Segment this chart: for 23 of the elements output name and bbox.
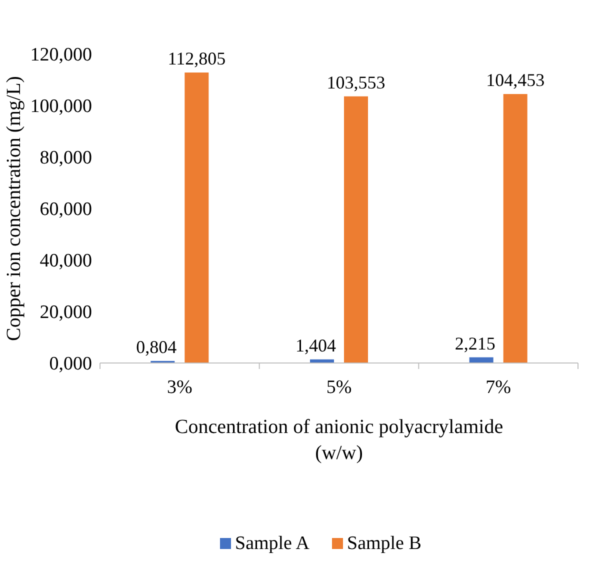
data-label: 1,404 [296,335,336,356]
data-label: 104,453 [486,70,545,90]
legend-label: Sample A [235,533,310,554]
bar [503,94,528,363]
y-axis-title: Copper ion concentration (mg/L) [3,76,25,341]
x-tick-label: 5% [326,377,352,398]
legend-label: Sample B [347,533,422,554]
bar [344,96,368,363]
x-tick-label: 3% [167,377,193,398]
y-tick-label: 120,000 [30,44,92,66]
y-tick-label: 0,000 [49,354,92,375]
y-tick-label: 60,000 [40,199,92,220]
data-label: 103,553 [326,72,386,92]
y-tick-label: 80,000 [40,148,92,169]
y-tick-label: 20,000 [40,302,92,324]
bar [184,72,209,363]
data-label: 112,805 [168,48,226,69]
data-label: 0,804 [136,336,177,357]
x-axis-title: Concentration of anionic polyacrylamide (w/w) [174,416,504,464]
x-tick-label: 7% [486,377,512,398]
data-label: 2,215 [454,333,496,354]
y-tick-label: 40,000 [40,250,92,272]
y-tick-label: 100,000 [30,96,92,118]
